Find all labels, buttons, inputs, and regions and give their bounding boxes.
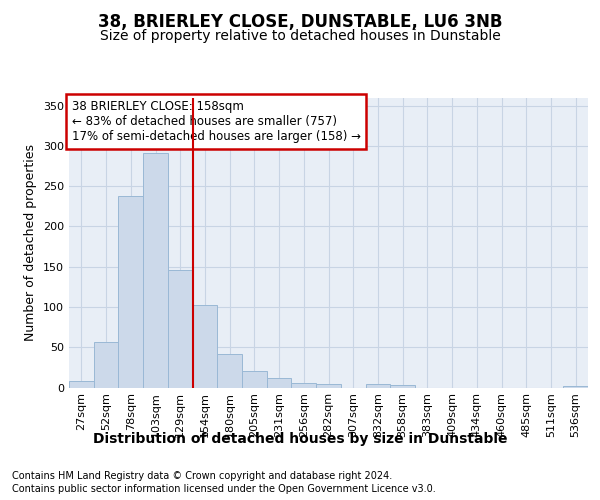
Text: Distribution of detached houses by size in Dunstable: Distribution of detached houses by size … [93,432,507,446]
Text: Contains public sector information licensed under the Open Government Licence v3: Contains public sector information licen… [12,484,436,494]
Bar [193,306,217,388]
Bar [217,354,242,388]
Text: 38, BRIERLEY CLOSE, DUNSTABLE, LU6 3NB: 38, BRIERLEY CLOSE, DUNSTABLE, LU6 3NB [98,12,502,30]
Bar [292,382,316,388]
Bar [267,378,292,388]
Bar [316,384,341,388]
Bar [390,385,415,388]
Text: Size of property relative to detached houses in Dunstable: Size of property relative to detached ho… [100,29,500,43]
Y-axis label: Number of detached properties: Number of detached properties [25,144,37,341]
Bar [563,386,588,388]
Text: 38 BRIERLEY CLOSE: 158sqm
← 83% of detached houses are smaller (757)
17% of semi: 38 BRIERLEY CLOSE: 158sqm ← 83% of detac… [71,100,361,144]
Bar [143,153,168,388]
Bar [242,372,267,388]
Text: Contains HM Land Registry data © Crown copyright and database right 2024.: Contains HM Land Registry data © Crown c… [12,471,392,481]
Bar [118,196,143,388]
Bar [168,270,193,388]
Bar [94,342,118,388]
Bar [69,381,94,388]
Bar [365,384,390,388]
